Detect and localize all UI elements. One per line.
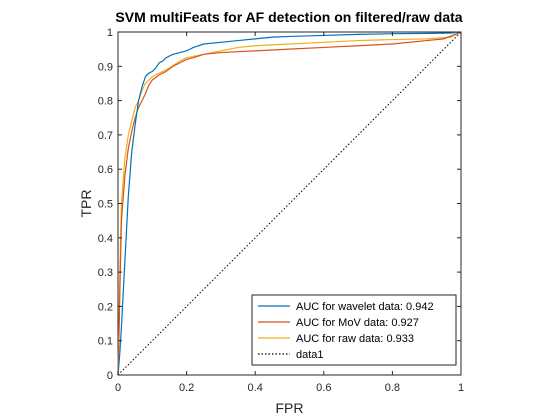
y-tick-label: 0.8	[98, 96, 113, 108]
axis-ticks: 0 0.2 0.4 0.6 0.8 1 0 0.1 0.2 0.3 0.4 0.5 0.6 0.7 0.8 0…	[98, 27, 464, 394]
legend-entry: AUC for raw data: 0.933	[296, 333, 414, 345]
y-tick-label: 0.6	[98, 164, 113, 176]
chart-title: SVM multiFeats for AF detection on filte…	[115, 9, 462, 25]
x-tick-label: 1	[458, 382, 464, 394]
legend-entry: data1	[296, 349, 324, 361]
legend-box	[251, 294, 457, 366]
y-tick-label: 0.2	[98, 301, 113, 313]
x-axis-label: FPR	[276, 400, 304, 416]
series-line-3	[117, 31, 462, 376]
x-tick-label: 0.4	[248, 382, 263, 394]
y-tick-label: 0.5	[98, 199, 113, 211]
legend-entry: AUC for MoV data: 0.927	[296, 317, 419, 329]
series-line-0	[117, 31, 462, 376]
x-tick-label: 0.6	[316, 382, 331, 394]
legend: AUC for wavelet data: 0.942 AUC for MoV d…	[251, 294, 457, 366]
y-tick-label: 0.9	[98, 61, 113, 73]
y-tick-label: 0.1	[98, 336, 113, 348]
y-tick-label: 0.7	[98, 130, 113, 142]
y-tick-label: 0.4	[98, 233, 113, 245]
legend-entry: AUC for wavelet data: 0.942	[296, 301, 434, 313]
series-layer	[117, 31, 462, 376]
y-tick-label: 1	[107, 27, 113, 39]
series-line-1	[117, 31, 462, 376]
x-tick-label: 0.2	[179, 382, 194, 394]
x-tick-label: 0	[115, 382, 121, 394]
y-tick-label: 0.3	[98, 267, 113, 279]
y-axis-label: TPR	[78, 190, 94, 218]
series-line-2	[117, 31, 462, 376]
y-tick-label: 0	[107, 370, 113, 382]
x-tick-label: 0.8	[385, 382, 400, 394]
